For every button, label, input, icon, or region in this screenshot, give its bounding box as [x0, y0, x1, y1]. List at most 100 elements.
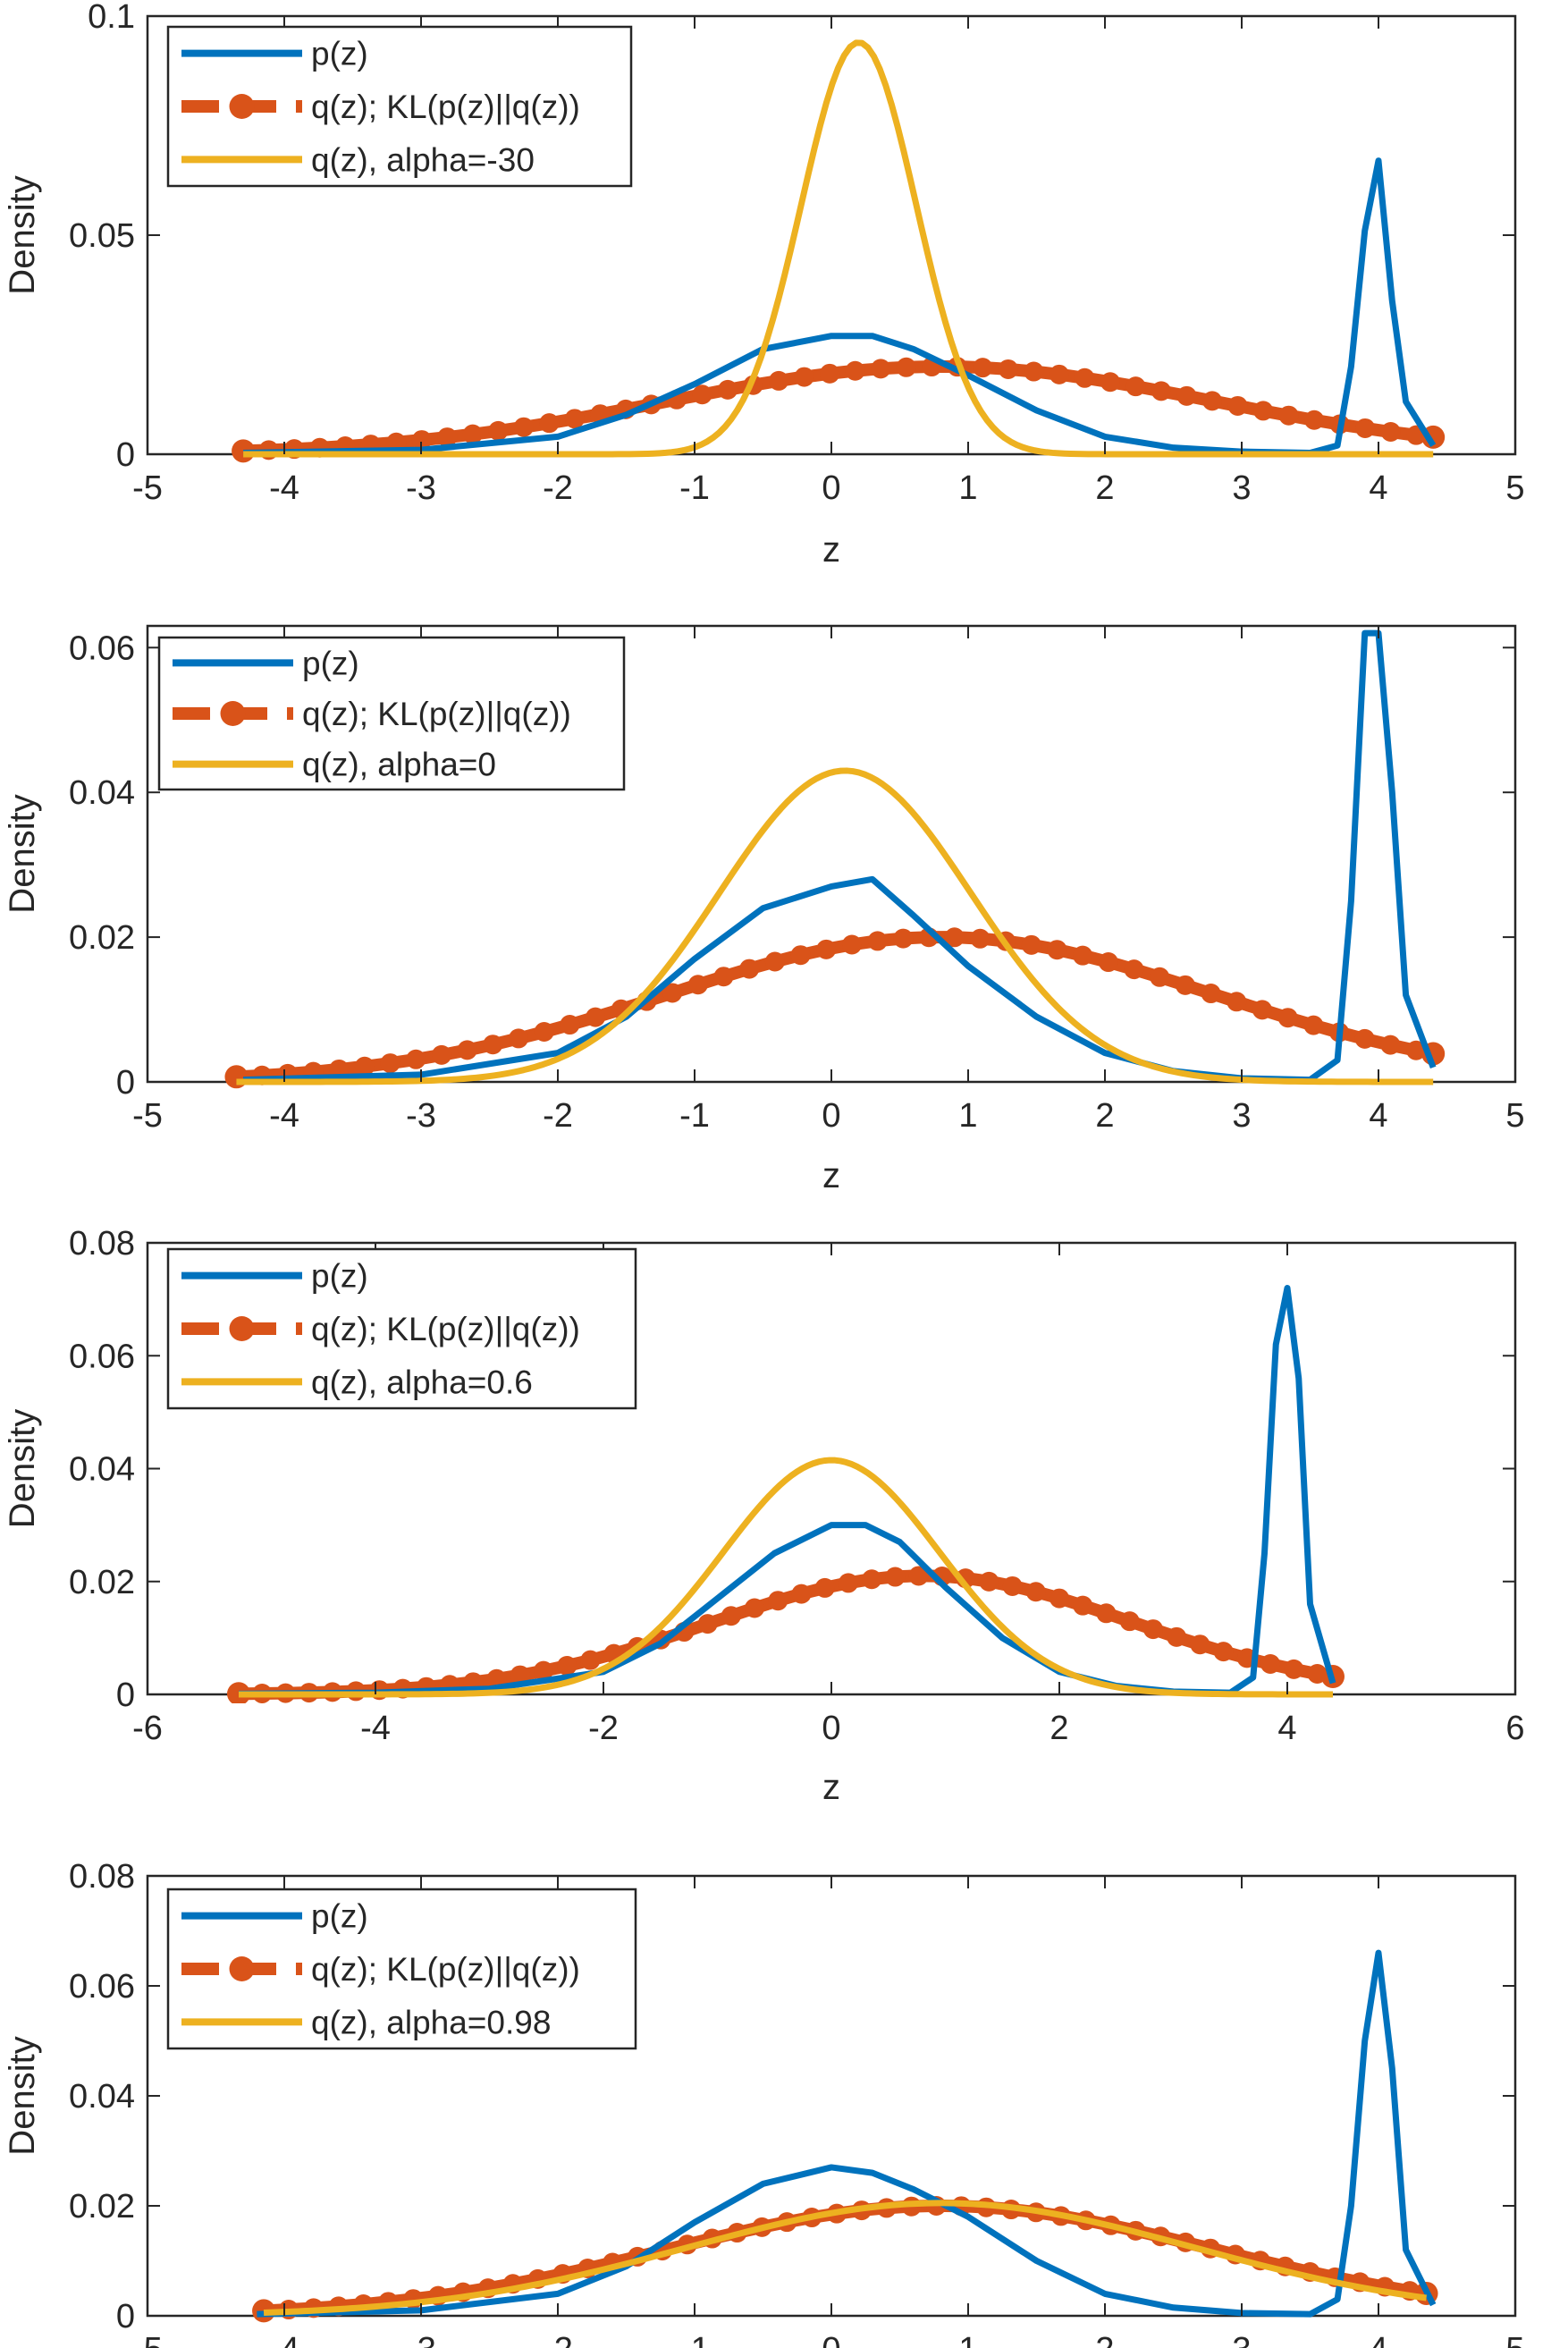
kl-q-point	[586, 1007, 606, 1027]
kl-q-point	[816, 939, 837, 959]
kl-q-point	[1073, 945, 1093, 966]
kl-q-point	[867, 931, 888, 951]
kl-q-point	[908, 1566, 929, 1586]
x-tick-label: 4	[1369, 469, 1387, 507]
x-tick-label: 0	[822, 2331, 840, 2348]
legend-label: p(z)	[311, 1898, 368, 1935]
kl-q-point	[838, 1573, 858, 1593]
y-tick-label: 0.1	[88, 0, 135, 36]
kl-q-point	[769, 370, 789, 391]
x-tick-label: -3	[406, 469, 436, 507]
x-tick-label: 5	[1505, 2331, 1524, 2348]
kl-q-point	[862, 1569, 882, 1590]
kl-q-point	[745, 1598, 765, 1618]
y-axis-label: Density	[3, 794, 42, 913]
kl-q-point	[739, 959, 760, 979]
kl-q-point	[697, 1614, 718, 1634]
kl-q-point	[998, 359, 1018, 379]
legend: p(z) q(z); KL(p(z)||q(z)) q(z), alpha=0	[157, 636, 626, 791]
x-tick-label: 3	[1232, 469, 1251, 507]
kl-q-point	[539, 413, 560, 434]
y-tick-label: 0.04	[69, 2078, 135, 2116]
legend-label: q(z), alpha=0	[302, 747, 496, 783]
kl-q-point	[1213, 1642, 1234, 1662]
kl-q-point	[1125, 376, 1146, 397]
legend-label: p(z)	[311, 36, 368, 72]
kl-q-point	[1201, 391, 1222, 411]
legend-marker-kl	[229, 1316, 255, 1341]
kl-q-point	[509, 1028, 529, 1049]
kl-q-point	[845, 360, 865, 381]
kl-q-point	[1227, 992, 1247, 1012]
kl-q-point	[560, 1015, 580, 1035]
kl-q-point	[885, 1567, 906, 1587]
kl-q-point	[1303, 1015, 1324, 1035]
y-tick-label: 0	[116, 436, 135, 474]
kl-q-point	[1119, 1611, 1140, 1632]
x-tick-label: -2	[543, 469, 573, 507]
kl-q-point	[1098, 952, 1118, 973]
kl-q-point	[871, 359, 891, 379]
kl-q-point	[354, 1056, 375, 1077]
x-tick-label: -4	[269, 469, 299, 507]
kl-q-point	[1150, 967, 1170, 987]
kl-q-point	[1124, 959, 1144, 980]
y-axis-label: Density	[3, 2036, 42, 2155]
y-tick-label: 0.04	[69, 1451, 135, 1489]
kl-q-point	[437, 427, 458, 448]
p-z-line	[243, 157, 1437, 457]
x-tick-label: 1	[958, 1097, 977, 1135]
y-tick-label: 0.02	[69, 1564, 135, 1601]
kl-q-point	[1355, 418, 1376, 438]
legend-label: p(z)	[311, 1258, 368, 1295]
kl-q-point	[1304, 410, 1325, 430]
kl-q-point	[791, 1584, 812, 1604]
legend-label: q(z), alpha=-30	[311, 141, 535, 178]
y-tick-label: 0	[116, 1677, 135, 1714]
kl-q-point	[1354, 1028, 1375, 1049]
data-layer	[232, 39, 1446, 463]
x-tick-label: 3	[1232, 2331, 1251, 2348]
x-tick-label: 4	[1369, 2331, 1387, 2348]
x-tick-label: 0	[822, 469, 840, 507]
legend-marker-kl	[229, 94, 255, 119]
kl-q-point	[794, 367, 814, 387]
kl-q-point	[1253, 401, 1274, 421]
y-axis-label: Density	[3, 175, 42, 294]
y-tick-label: 0.06	[69, 629, 135, 667]
kl-q-point	[1075, 367, 1095, 388]
kl-q-point	[814, 1577, 835, 1598]
kl-q-point	[718, 379, 738, 400]
kl-q-point	[557, 1656, 577, 1677]
data-layer	[224, 629, 1446, 1089]
x-tick-label: 5	[1505, 469, 1524, 507]
kl-q-point	[1050, 1588, 1069, 1609]
x-tick-label: -3	[406, 1097, 436, 1135]
x-tick-label: 0	[822, 1710, 840, 1747]
kl-q-point	[1021, 934, 1041, 955]
legend-marker-kl	[229, 1956, 255, 1981]
y-tick-label: 0	[116, 1064, 135, 1102]
kl-q-point	[1175, 975, 1195, 995]
legend-label: q(z); KL(p(z)||q(z))	[311, 89, 580, 125]
y-tick-label: 0.06	[69, 1968, 135, 2006]
kl-q-point	[893, 928, 914, 949]
kl-q-point	[1100, 372, 1120, 393]
legend-label: q(z), alpha=0.6	[311, 1364, 533, 1400]
x-tick-label: 0	[822, 1097, 840, 1135]
p-z-line	[243, 629, 1437, 1084]
x-axis-label: z	[822, 1156, 840, 1195]
kl-q-point	[431, 1044, 451, 1065]
p-z-line	[257, 1949, 1437, 2318]
kl-q-point	[462, 424, 483, 444]
kl-q-point	[1151, 381, 1171, 401]
legend: p(z) q(z); KL(p(z)||q(z)) q(z), alpha=-30	[166, 25, 633, 188]
kl-q-point	[564, 409, 585, 429]
y-tick-label: 0	[116, 2298, 135, 2335]
kl-q-point	[406, 1049, 426, 1069]
kl-q-point	[534, 1022, 554, 1043]
y-tick-label: 0.04	[69, 774, 135, 812]
x-tick-label: 5	[1505, 1097, 1524, 1135]
x-tick-label: 4	[1369, 1097, 1387, 1135]
